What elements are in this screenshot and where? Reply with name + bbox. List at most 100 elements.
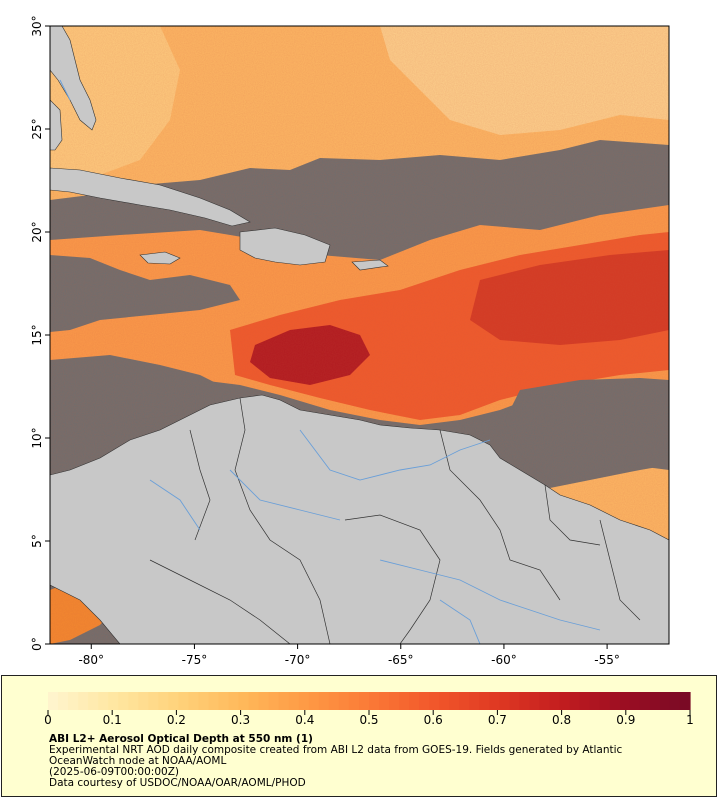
land-hispaniola: [239, 227, 331, 266]
country-borders: [149, 397, 641, 644]
colorbar-swatch: [499, 692, 511, 710]
colorbar-swatch: [529, 692, 541, 710]
colorbar-swatch: [288, 692, 300, 710]
colorbar-swatch: [218, 692, 230, 710]
colorbar-swatch: [509, 692, 521, 710]
colorbar: [47, 692, 691, 715]
colorbar-swatch: [98, 692, 109, 710]
colorbar-tick-label: 0.1: [102, 713, 122, 727]
colorbar-swatch: [389, 692, 400, 710]
land-florida: [50, 26, 97, 131]
colorbar-swatch: [338, 692, 350, 710]
lon-tick-label: -80°: [78, 653, 104, 667]
caption-line-4: Data courtesy of USDOC/NOAA/OAR/AOML/PHO…: [49, 777, 306, 789]
colorbar-swatch: [128, 692, 139, 710]
colorbar-swatch: [78, 692, 89, 710]
land-jamaica: [139, 251, 181, 265]
colorbar-tick-label: 0.9: [616, 713, 636, 727]
colorbar-swatch: [449, 692, 460, 710]
colorbar-swatch: [148, 692, 159, 710]
latitude-axis: 0° 5° 10° 15° 20° 25° 30°: [30, 15, 50, 651]
colorbar-tick-label: 0.7: [487, 713, 507, 727]
colorbar-swatch: [519, 692, 531, 710]
colorbar-swatch: [348, 692, 360, 710]
colorbar-swatch: [48, 692, 59, 710]
colorbar-swatch: [248, 692, 260, 710]
lat-tick-label: 5°: [30, 534, 44, 548]
aod-map: 0° 5° 10° 15° 20° 25° 30° -80° -75° -70° -65° -60°…: [30, 15, 670, 667]
colorbar-tick-label: 0.3: [231, 713, 251, 727]
colorbar-tick-label: 0.5: [359, 713, 379, 727]
colorbar-swatch: [58, 692, 69, 710]
colorbar-tick-label: 0: [44, 713, 52, 727]
colorbar-tick-label: 0.2: [166, 713, 186, 727]
land-south-america: [50, 394, 669, 644]
colorbar-swatch: [358, 692, 370, 710]
rivers: [59, 79, 601, 644]
lon-tick-label: -60°: [491, 653, 517, 667]
colorbar-swatch: [589, 692, 601, 710]
colorbar-swatch: [268, 692, 280, 710]
colorbar-tick-label: 1: [686, 713, 694, 727]
colorbar-swatch: [569, 692, 581, 710]
colorbar-swatch: [659, 692, 671, 710]
colorbar-swatch: [228, 692, 240, 710]
colorbar-swatch: [439, 692, 450, 710]
lat-tick-label: 30°: [30, 15, 44, 36]
colorbar-swatch: [68, 692, 79, 710]
colorbar-swatch: [158, 692, 169, 710]
colorbar-swatch: [669, 692, 681, 710]
colorbar-swatch: [198, 692, 210, 710]
colorbar-swatch: [629, 692, 641, 710]
lat-tick-label: 20°: [30, 221, 44, 242]
lon-tick-label: -55°: [594, 653, 620, 667]
lon-tick-label: -70°: [285, 653, 311, 667]
colorbar-swatch: [178, 692, 190, 710]
colorbar-swatch: [469, 692, 480, 710]
colorbar-swatch: [369, 692, 380, 710]
colorbar-swatch: [318, 692, 330, 710]
colorbar-swatch: [258, 692, 270, 710]
colorbar-swatch: [168, 692, 180, 710]
colorbar-swatch: [328, 692, 340, 710]
land-yucatan-edge: [50, 99, 63, 151]
colorbar-swatch: [238, 692, 250, 710]
colorbar-swatch: [298, 692, 310, 710]
colorbar-swatch: [429, 692, 440, 710]
colorbar-swatch: [559, 692, 571, 710]
caption-line-1: Experimental NRT AOD daily composite cre…: [49, 744, 623, 756]
colorbar-swatch: [619, 692, 631, 710]
lat-tick-label: 0°: [30, 637, 44, 651]
colorbar-swatch: [118, 692, 129, 710]
colorbar-tick-label: 0.4: [295, 713, 315, 727]
colorbar-swatch: [409, 692, 420, 710]
lon-tick-label: -65°: [388, 653, 414, 667]
colorbar-swatch: [188, 692, 200, 710]
map-panel: 0° 5° 10° 15° 20° 25° 30° -80° -75° -70° -65° -60°…: [30, 15, 670, 667]
colorbar-swatch: [479, 692, 490, 710]
colorbar-swatch: [489, 692, 501, 710]
colorbar-swatch: [649, 692, 661, 710]
colorbar-swatch: [639, 692, 651, 710]
colorbar-swatch: [539, 692, 551, 710]
colorbar-swatch: [459, 692, 470, 710]
colorbar-swatch: [108, 692, 119, 710]
legend-panel: 0 0.1 0.2 0.3 0.4 0.5 0.6 0.7 0.8 0.9 1 ABI L2+ Ae…: [1, 675, 717, 797]
colorbar-swatch: [138, 692, 149, 710]
colorbar-swatch: [679, 692, 691, 710]
lat-tick-label: 15°: [30, 324, 44, 345]
colorbar-swatch: [308, 692, 320, 710]
colorbar-swatch: [379, 692, 390, 710]
colorbar-swatch: [579, 692, 591, 710]
lon-tick-label: -75°: [182, 653, 208, 667]
colorbar-swatch: [609, 692, 621, 710]
caption-title: ABI L2+ Aerosol Optical Depth at 550 nm …: [49, 733, 313, 745]
caption-line-3: (2025-06-09T00:00:00Z): [49, 766, 179, 778]
colorbar-tick-label: 0.8: [552, 713, 572, 727]
lat-tick-label: 25°: [30, 118, 44, 139]
colorbar-swatch: [599, 692, 611, 710]
colorbar-tick-label: 0.6: [423, 713, 443, 727]
colorbar-swatch: [208, 692, 220, 710]
colorbar-swatch: [399, 692, 410, 710]
land-puerto-rico: [351, 259, 389, 271]
